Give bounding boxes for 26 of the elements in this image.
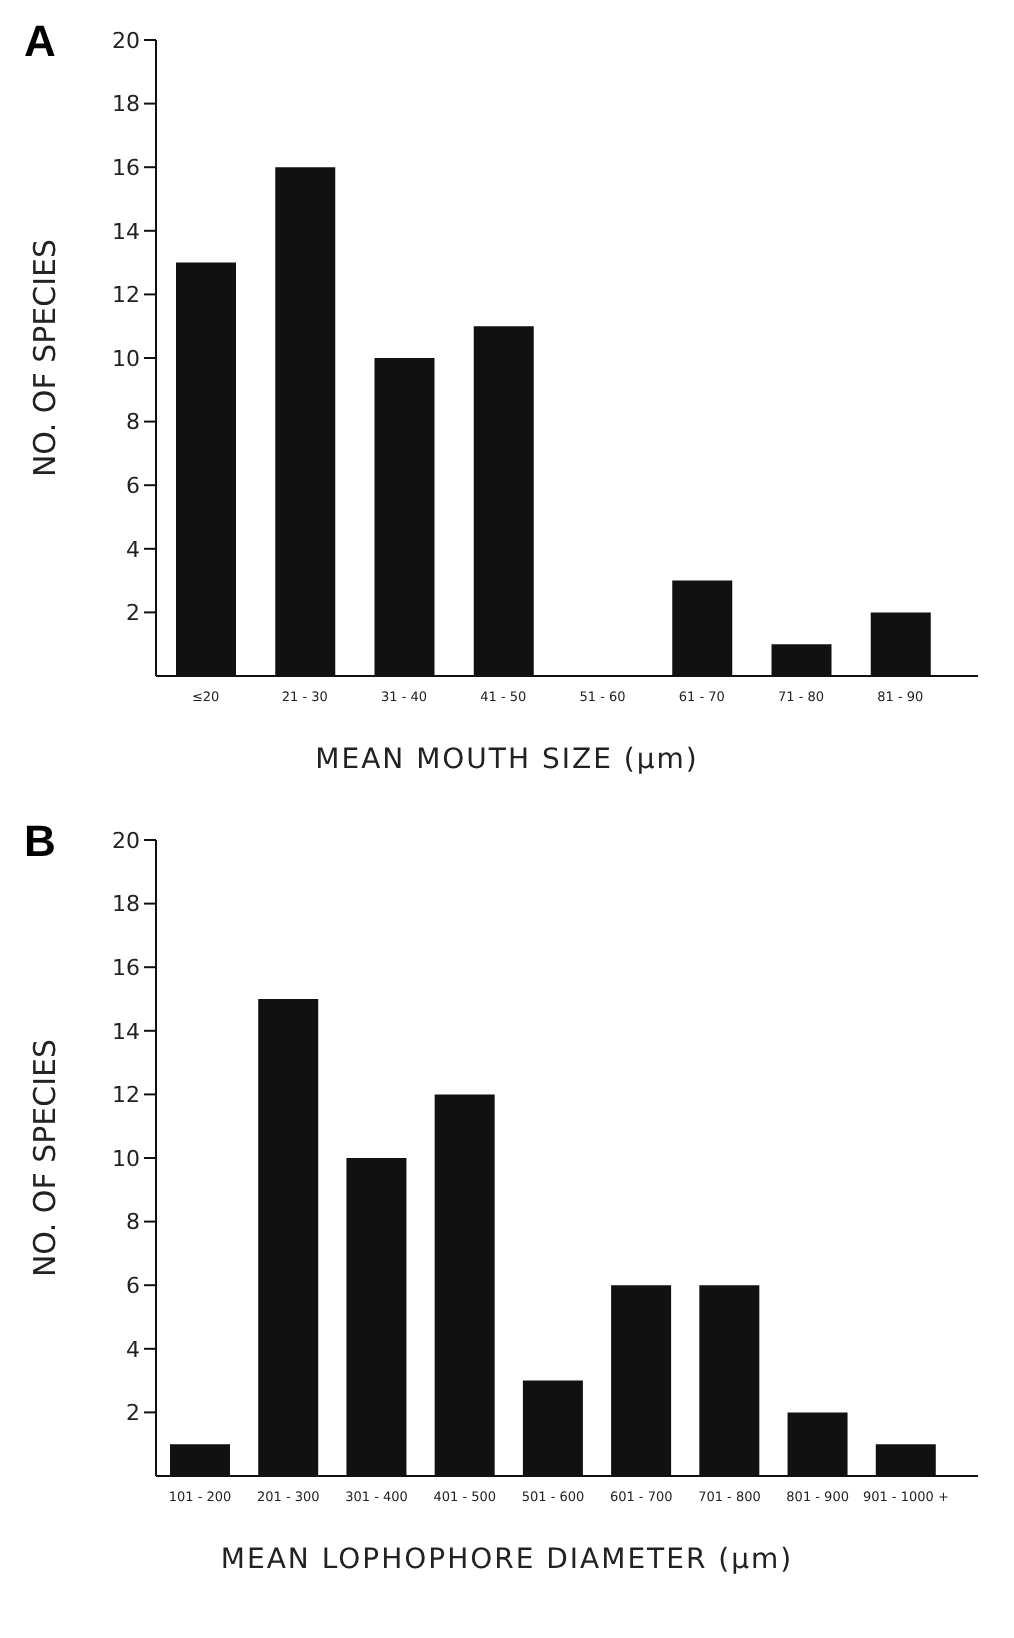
y-tick-label: 18: [112, 891, 140, 918]
y-tick-label: 6: [126, 1273, 140, 1300]
y-tick-label: 10: [112, 1145, 140, 1172]
chart-title: B: [24, 816, 56, 868]
y-tick-label: 2: [126, 1400, 140, 1427]
y-tick-label: 12: [112, 282, 140, 309]
y-tick-label: 20: [112, 27, 140, 54]
y-tick-label: 18: [112, 91, 140, 118]
y-tick-label: 16: [112, 155, 140, 182]
y-axis-title: NO. OF SPECIES: [26, 238, 63, 478]
y-tick-label: 4: [126, 1336, 140, 1363]
y-tick-label: 8: [126, 1209, 140, 1236]
y-tick-label: 2: [126, 600, 140, 627]
y-tick-label: 14: [112, 1018, 140, 1045]
y-tick-label: 10: [112, 345, 140, 372]
y-tick-label: 20: [112, 827, 140, 854]
y-tick-label: 6: [126, 473, 140, 500]
y-tick-label: 4: [126, 536, 140, 563]
x-axis-title: MEAN LOPHOPHORE DIAMETER (µm): [218, 1544, 796, 1576]
y-axis-title: NO. OF SPECIES: [26, 1038, 63, 1278]
x-axis-title: MEAN MOUTH SIZE (µm): [313, 744, 701, 776]
y-tick-label: 14: [112, 218, 140, 245]
y-tick-label: 16: [112, 955, 140, 982]
y-tick-label: 8: [126, 409, 140, 436]
y-tick-label: 12: [112, 1082, 140, 1109]
chart-title: A: [24, 16, 56, 68]
